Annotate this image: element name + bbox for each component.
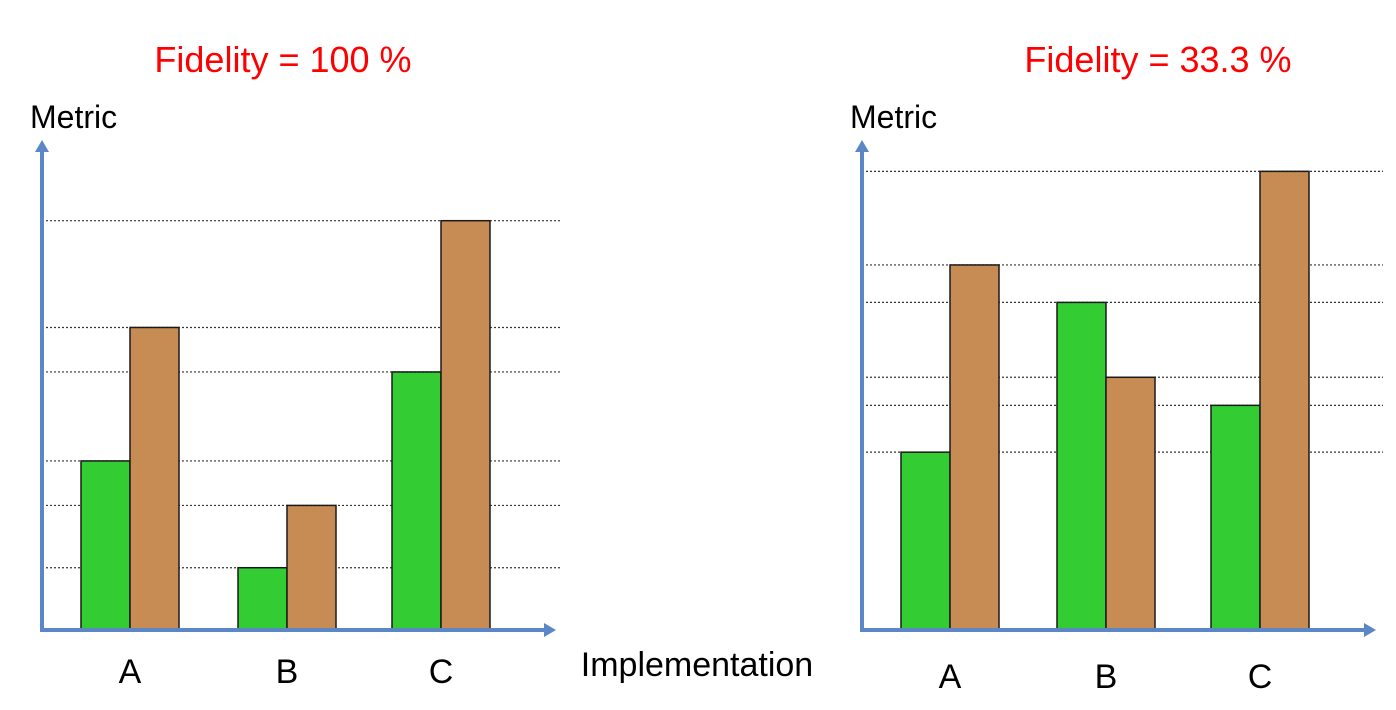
bar-a-series-1: [900, 451, 951, 631]
y-axis-arrow: [855, 140, 869, 152]
axes: [855, 140, 1376, 637]
x-axis-arrow: [544, 623, 556, 637]
category-label-b: B: [276, 653, 299, 691]
x-axis-arrow: [1364, 623, 1376, 637]
bar-b-series-2: [286, 504, 337, 631]
category-label-a: A: [939, 658, 962, 696]
bar-c-series-2: [440, 219, 491, 631]
category-label-c: C: [1248, 658, 1273, 696]
bar-c-series-1: [391, 371, 442, 631]
bar-a-series-2: [129, 326, 180, 631]
category-label-a: A: [119, 653, 142, 691]
bar-b-series-1: [237, 566, 288, 631]
chart-fidelity-33: Fidelity = 33.3 % Metric A B C: [850, 39, 1383, 696]
category-labels: A B C: [939, 658, 1273, 696]
y-axis-label: Metric: [850, 99, 937, 135]
bar-c-series-2: [1259, 170, 1310, 631]
x-axis-label: Implementation: [581, 646, 813, 684]
chart-title: Fidelity = 100 %: [154, 39, 411, 80]
chart-fidelity-100: Fidelity = 100 % Metric A B C: [30, 39, 562, 691]
category-label-c: C: [429, 653, 454, 691]
bars: [900, 170, 1310, 631]
category-label-b: B: [1095, 658, 1118, 696]
bar-a-series-1: [80, 460, 131, 631]
axes: [35, 140, 556, 637]
bars: [80, 219, 491, 631]
category-labels: A B C: [119, 653, 454, 691]
bar-c-series-1: [1210, 404, 1261, 631]
bar-a-series-2: [949, 264, 1000, 631]
bar-b-series-1: [1056, 301, 1107, 631]
y-axis-arrow: [35, 140, 49, 152]
chart-title: Fidelity = 33.3 %: [1024, 39, 1291, 80]
bar-b-series-2: [1105, 376, 1156, 631]
y-axis-label: Metric: [30, 99, 117, 135]
